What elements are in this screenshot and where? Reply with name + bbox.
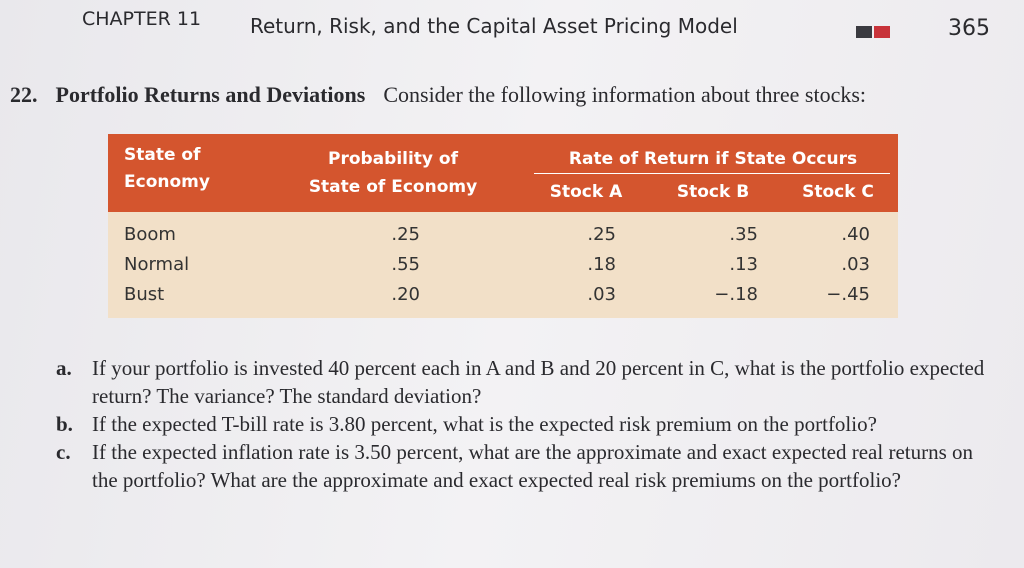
question: a. If your portfolio is invested 40 perce… — [56, 354, 1000, 410]
table-cell: .25 — [587, 224, 616, 245]
table-cell: .13 — [729, 254, 758, 275]
header-cell: Stock B — [676, 182, 750, 202]
header-cell: Rate of Return if State Occurs — [568, 149, 858, 169]
question-label: c. — [56, 440, 71, 464]
header-cell: Economy — [124, 172, 210, 192]
table-header: State of Economy Probability of State of… — [108, 134, 898, 212]
icon — [856, 26, 872, 38]
question-text: If the expected T-bill rate is 3.80 perc… — [92, 412, 877, 436]
table-cell: .55 — [391, 254, 420, 275]
header-cell: Stock C — [802, 182, 874, 202]
table-cell: .35 — [729, 224, 758, 245]
header-cell: Stock A — [549, 182, 623, 202]
question-text: If your portfolio is invested 40 percent… — [92, 356, 985, 408]
question-label: a. — [56, 356, 72, 380]
table: State of Economy Probability of State of… — [108, 134, 898, 318]
table-cell: Bust — [124, 284, 165, 305]
questions: a. If your portfolio is invested 40 perce… — [56, 354, 1000, 494]
question: b. If the expected T-bill rate is 3.80 pe… — [56, 410, 1000, 438]
problem-intro: Consider the following information about… — [383, 82, 867, 107]
question-text: If the expected inflation rate is 3.50 p… — [92, 440, 974, 492]
chapter-title: Return, Risk, and the Capital Asset Pric… — [250, 14, 738, 38]
page-number: 365 — [948, 16, 990, 41]
table-cell: Normal — [124, 254, 190, 275]
question-label: b. — [56, 412, 73, 436]
table-cell: .18 — [587, 254, 616, 275]
header-cell: Probability of — [327, 149, 458, 169]
question: c. If the expected inflation rate is 3.50… — [56, 438, 1000, 494]
header-cell: State of — [124, 145, 201, 165]
table-cell: −.45 — [826, 284, 870, 305]
table-cell: .25 — [391, 224, 420, 245]
table-cell: .03 — [841, 254, 870, 275]
problem-heading: 22. Portfolio Returns and Deviations Consi… — [10, 82, 866, 108]
table-cell: Boom — [124, 224, 176, 245]
icon — [874, 26, 890, 38]
table-cell: −.18 — [714, 284, 758, 305]
divider — [534, 173, 890, 174]
table-cell: .03 — [587, 284, 616, 305]
chapter-label: CHAPTER 11 — [82, 8, 202, 30]
table-cell: .40 — [841, 224, 870, 245]
problem-number: 22. — [10, 82, 38, 107]
problem-title: Portfolio Returns and Deviations — [55, 82, 366, 107]
header-cell: State of Economy — [308, 177, 478, 197]
table-cell: .20 — [391, 284, 420, 305]
